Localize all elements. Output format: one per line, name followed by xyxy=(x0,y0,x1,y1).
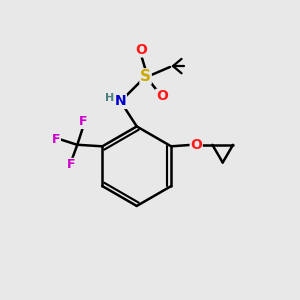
Text: O: O xyxy=(135,43,147,57)
Text: O: O xyxy=(156,89,168,103)
Text: O: O xyxy=(190,138,202,152)
Text: N: N xyxy=(115,94,126,108)
Text: H: H xyxy=(105,94,114,103)
Text: S: S xyxy=(140,69,151,84)
Text: F: F xyxy=(79,116,87,128)
Text: F: F xyxy=(52,133,60,146)
Text: F: F xyxy=(67,158,76,171)
